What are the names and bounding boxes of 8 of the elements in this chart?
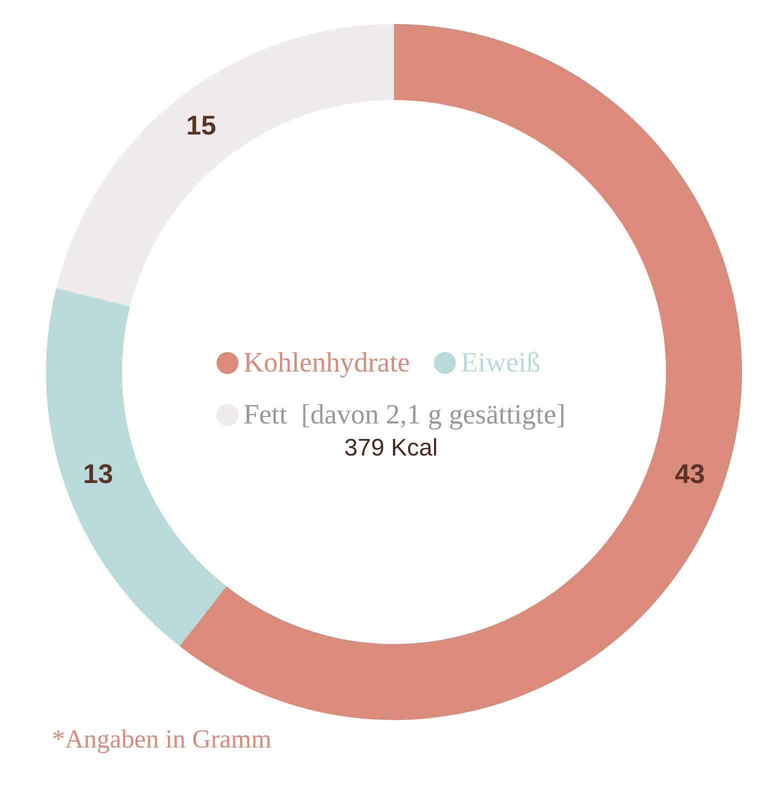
legend-label: Kohlenhydrate — [244, 348, 410, 378]
legend-label: Fett [davon 2,1 g gesättigte] — [244, 400, 566, 430]
legend-label: Eiweiß — [460, 348, 540, 378]
text: 379 Kcal — [344, 434, 438, 462]
data-label: 15 — [186, 110, 216, 140]
data-label: 43 — [674, 458, 705, 489]
data-label: 13 — [83, 458, 114, 489]
text: *Angaben in Gramm — [52, 724, 272, 754]
